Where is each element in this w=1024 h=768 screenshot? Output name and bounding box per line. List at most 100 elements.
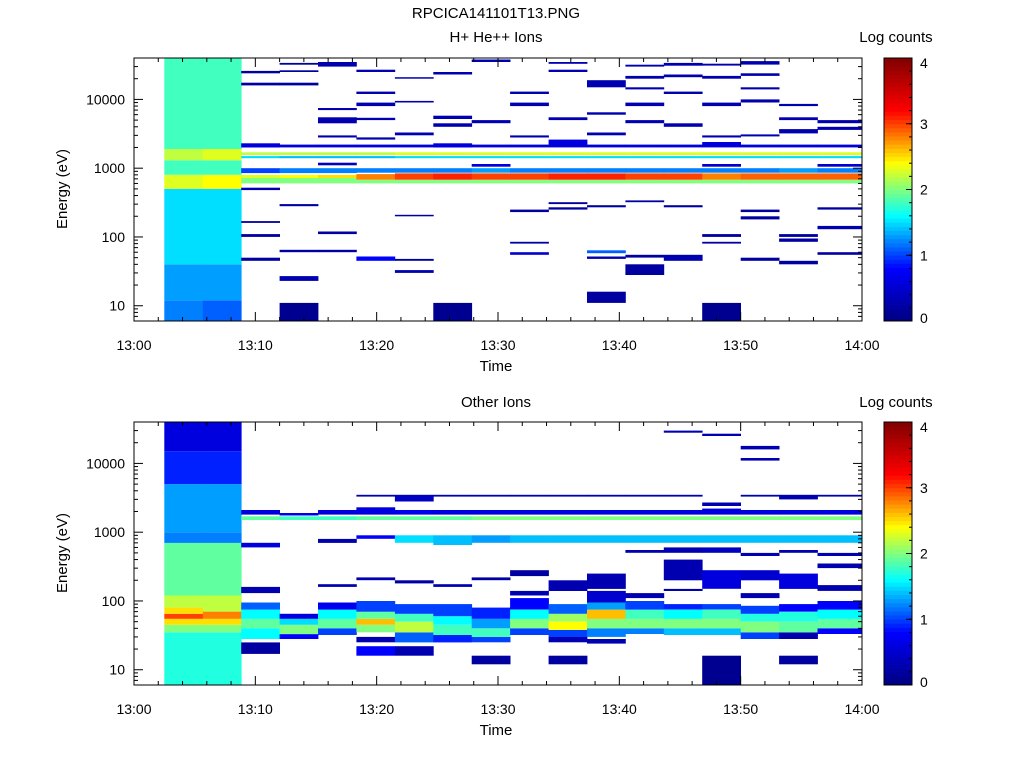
heatmap-cell xyxy=(164,451,204,485)
colorbar-swatch xyxy=(884,426,912,431)
heatmap-cell xyxy=(663,618,703,629)
colorbar-swatch xyxy=(884,668,912,674)
heatmap-cell xyxy=(663,516,703,520)
colorbar-swatch xyxy=(884,508,912,513)
colorbar-swatch xyxy=(884,259,912,264)
colorbar-swatch xyxy=(884,189,912,195)
colorbar-swatch xyxy=(884,442,912,448)
panel-h-he-ions: H+ He++ Ions Log counts Time Energy (eV)… xyxy=(54,29,933,375)
heatmap-cell xyxy=(510,144,549,148)
colorbar-swatch xyxy=(884,656,912,661)
heatmap-cell xyxy=(817,164,863,167)
heatmap-cell xyxy=(548,117,588,121)
heatmap-cell xyxy=(241,602,280,610)
colorbar-swatch xyxy=(884,483,912,489)
colorbar-swatch xyxy=(884,557,912,563)
heatmap-cell xyxy=(471,618,511,629)
colorbar-tick-label: 4 xyxy=(920,55,928,71)
colorbar-tick-label: 0 xyxy=(920,310,928,326)
colorbar-swatch xyxy=(884,664,912,669)
colorbar-swatch xyxy=(884,58,912,63)
colorbar-tick-label: 1 xyxy=(920,247,928,263)
heatmap-cell xyxy=(740,621,780,633)
heatmap-cell xyxy=(779,535,818,543)
heatmap-cell xyxy=(587,628,626,637)
heatmap-cell xyxy=(817,168,863,173)
heatmap-cell xyxy=(625,609,665,619)
heatmap-cell xyxy=(394,179,434,184)
colorbar-swatch xyxy=(884,602,912,608)
heatmap-cell xyxy=(817,126,863,130)
heatmap-cell xyxy=(663,179,703,184)
heatmap-cell xyxy=(702,535,741,543)
colorbar-swatch xyxy=(884,210,912,215)
heatmap-cell xyxy=(279,178,319,184)
heatmap-cell xyxy=(817,225,863,230)
colorbar-swatch xyxy=(884,197,912,203)
heatmap-cell xyxy=(433,156,473,159)
heatmap-cell xyxy=(548,139,588,148)
heatmap-cell xyxy=(702,102,741,107)
heatmap-cell xyxy=(241,178,280,184)
heatmap-cell xyxy=(663,494,703,497)
heatmap-cell xyxy=(779,234,818,237)
heatmap-cell xyxy=(356,624,396,633)
heatmap-cell xyxy=(587,205,626,208)
heatmap-cell xyxy=(702,156,741,159)
heatmap-cell xyxy=(779,156,818,159)
axes-other-ions: 13:00 13:10 13:20 13:30 13:40 13:50 14:00 10 100… xyxy=(86,421,880,717)
colorbar-swatch xyxy=(884,639,912,645)
heatmap-cell xyxy=(779,144,818,148)
heatmap-cell xyxy=(241,586,280,594)
colorbar-swatch xyxy=(884,463,912,468)
heatmap-cell xyxy=(779,179,818,184)
heatmap-cell xyxy=(318,538,357,543)
colorbar-tick-label: 3 xyxy=(920,480,928,496)
y-tick-label: 100 xyxy=(102,593,126,609)
heatmap-cell xyxy=(433,535,473,545)
heatmap-cell xyxy=(202,300,242,321)
heatmap-cell xyxy=(740,209,780,213)
heatmap-cell xyxy=(202,624,242,633)
heatmap-cell xyxy=(164,618,204,625)
y-tick-label: 10000 xyxy=(86,91,125,107)
heatmap-cell xyxy=(241,143,280,148)
heatmap-cell xyxy=(164,532,204,543)
heatmap-cell xyxy=(587,609,626,619)
heatmap-cell xyxy=(471,655,511,665)
colorbar-swatch xyxy=(884,680,912,686)
heatmap-cell xyxy=(510,609,549,619)
colorbar-tick-label: 2 xyxy=(920,546,928,562)
heatmap-cell xyxy=(510,570,549,577)
heatmap-cell xyxy=(817,494,863,497)
colorbar-swatch xyxy=(884,218,912,223)
heatmap-cell xyxy=(625,152,665,156)
colorbar-swatch xyxy=(884,123,912,129)
heatmap-cell xyxy=(510,135,549,138)
colorbar-swatch xyxy=(884,524,912,530)
heatmap-cell xyxy=(625,516,665,520)
heatmap-cell xyxy=(817,207,863,210)
colorbar-swatch xyxy=(884,553,912,559)
heatmap-cell xyxy=(241,152,280,156)
colorbar-swatch xyxy=(884,214,912,219)
heatmap-cell xyxy=(164,595,204,608)
heatmap-cell xyxy=(510,179,549,184)
y-tick-label: 1000 xyxy=(94,160,125,176)
heatmap-cell xyxy=(548,202,588,205)
heatmap-cell xyxy=(663,62,703,66)
colorbar-swatch xyxy=(884,467,912,472)
colorbar-swatch xyxy=(884,78,912,84)
colorbar-swatch xyxy=(884,652,912,657)
heatmap-cell xyxy=(202,149,242,161)
heatmap-cell xyxy=(548,152,588,156)
heatmap-cells-other-ions xyxy=(164,422,863,685)
heatmap-cell xyxy=(587,80,626,88)
heatmap-cell xyxy=(433,584,473,587)
colorbar-swatch xyxy=(884,242,912,248)
heatmap-cell xyxy=(164,632,204,685)
figure-title: RPCICA141101T13.PNG xyxy=(412,5,580,22)
heatmap-cell xyxy=(433,510,473,515)
heatmap-cell xyxy=(587,602,626,610)
heatmap-cell xyxy=(318,108,357,111)
